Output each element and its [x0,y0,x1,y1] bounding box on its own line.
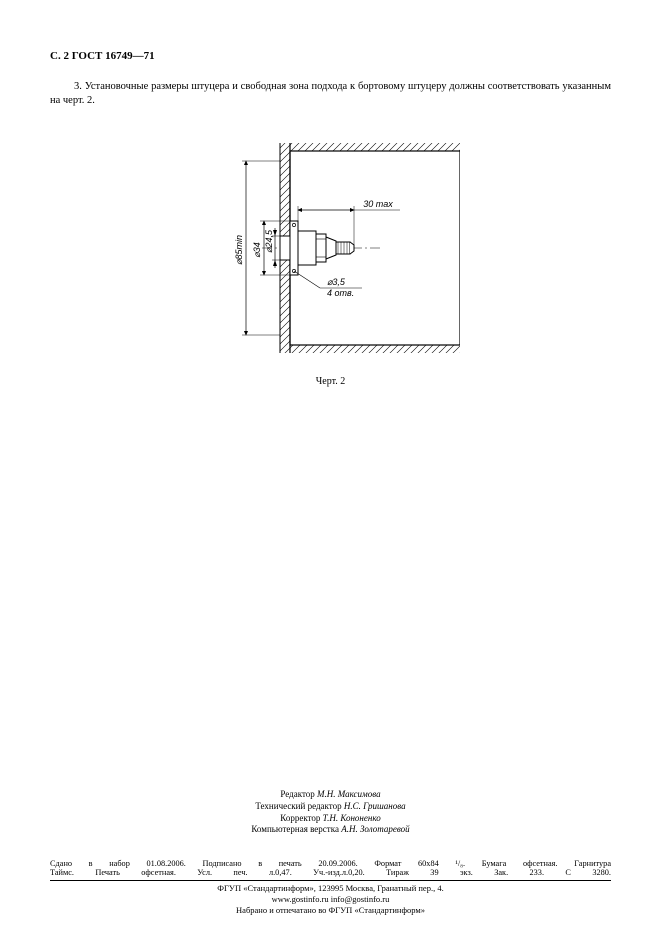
corrector-name: Т.Н. Кононенко [323,813,381,823]
dim-34: ⌀34 [252,243,262,258]
layout-name: А.Н. Золотаревой [341,824,409,834]
dim-35: ⌀3,5 [327,277,346,287]
layout-label: Компьютерная верстка [251,824,339,834]
corrector-label: Корректор [280,813,320,823]
footer-block: ФГУП «Стандартинформ», 123995 Москва, Гр… [0,883,661,916]
dim-4otv: 4 отв. [327,288,354,298]
figure-container: ⌀85min ⌀34 ⌀24,5 30 max ⌀3,5 4 отв. [50,128,611,387]
footer-line1: ФГУП «Стандартинформ», 123995 Москва, Гр… [0,883,661,894]
paragraph-3: 3. Установочные размеры штуцера и свобод… [50,80,611,108]
colophon-line1: Сдано в набор 01.08.2006. Подписано в пе… [50,859,611,868]
figure-caption: Черт. 2 [50,376,611,387]
page: С. 2 ГОСТ 16749—71 3. Установочные разме… [0,0,661,936]
dim-245: ⌀24,5 [264,229,274,253]
tech-editor-name: Н.С. Гришанова [344,801,406,811]
dim-85min: ⌀85min [234,235,244,265]
colophon-line2: Таймс. Печать офсетная. Усл. печ. л.0,47… [50,868,611,877]
figure-drawing: ⌀85min ⌀34 ⌀24,5 30 max ⌀3,5 4 отв. [202,128,460,363]
editor-label: Редактор [280,789,314,799]
editor-name: М.Н. Максимова [317,789,381,799]
colophon: Сдано в набор 01.08.2006. Подписано в пе… [50,859,611,881]
tech-editor-label: Технический редактор [255,801,341,811]
footer-line3: Набрано и отпечатано во ФГУП «Стандартин… [0,905,661,916]
page-header: С. 2 ГОСТ 16749—71 [50,50,611,62]
credits-block: Редактор М.Н. Максимова Технический реда… [0,789,661,836]
dim-30max: 30 max [363,199,393,209]
footer-line2: www.gostinfo.ru info@gostinfo.ru [0,894,661,905]
